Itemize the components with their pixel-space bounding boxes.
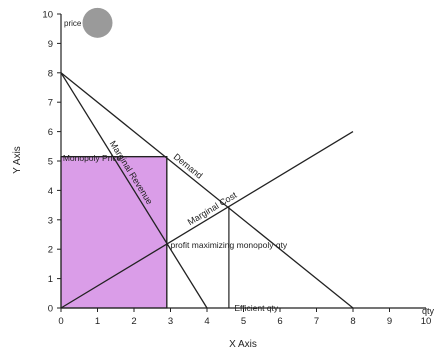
profit-max-label: profit maximizing monopoly qty	[171, 240, 288, 250]
x-tick-label: 5	[241, 316, 246, 327]
efficient-qty-label: Efficient qty	[234, 303, 279, 313]
price-marker-label: price	[64, 19, 82, 28]
x-tick-label: 8	[350, 316, 355, 327]
marginal-revenue-line	[60, 72, 208, 309]
x-tick-label: 2	[131, 316, 136, 327]
axes	[57, 13, 427, 312]
x-tick-label: 4	[204, 316, 209, 327]
x-tick-label: 6	[277, 316, 282, 327]
y-tick-label: 0	[48, 304, 53, 315]
x-tick-label: 3	[168, 316, 173, 327]
marginal-cost-line	[60, 131, 354, 309]
series-layer	[60, 72, 354, 309]
y-tick-label: 10	[42, 10, 53, 21]
price-marker-circle	[82, 7, 113, 38]
demand-line	[60, 72, 354, 309]
y-tick-label: 5	[48, 157, 53, 168]
y-tick-label: 1	[48, 274, 53, 285]
marker-layer: price	[64, 7, 113, 38]
guide-lines-layer	[61, 155, 230, 308]
x-axis-corner-label: qty	[422, 306, 435, 316]
y-tick-label: 9	[48, 39, 53, 50]
monopoly-profit-region	[60, 155, 168, 309]
x-tick-label: 10	[421, 316, 432, 327]
x-tick-label: 9	[387, 316, 392, 327]
x-tick-label: 1	[95, 316, 100, 327]
y-tick-label: 8	[48, 68, 53, 79]
y-tick-label: 3	[48, 215, 53, 226]
monopoly-price-label: Monopoly Price	[63, 153, 122, 163]
shaded-region-layer	[60, 155, 168, 309]
y-tick-label: 4	[48, 186, 53, 197]
tick-labels: 0 1 2 3 4 5 6 7 8 9 10 0 1 2 3 4 5 6 7 8 9 10	[42, 10, 431, 328]
y-axis-title: Y Axis	[12, 146, 23, 174]
x-tick-label: 0	[58, 316, 63, 327]
y-tick-label: 6	[48, 127, 53, 138]
y-tick-label: 2	[48, 245, 53, 256]
y-tick-label: 7	[48, 98, 53, 109]
x-axis-title: X Axis	[229, 339, 257, 350]
x-tick-label: 7	[314, 316, 319, 327]
